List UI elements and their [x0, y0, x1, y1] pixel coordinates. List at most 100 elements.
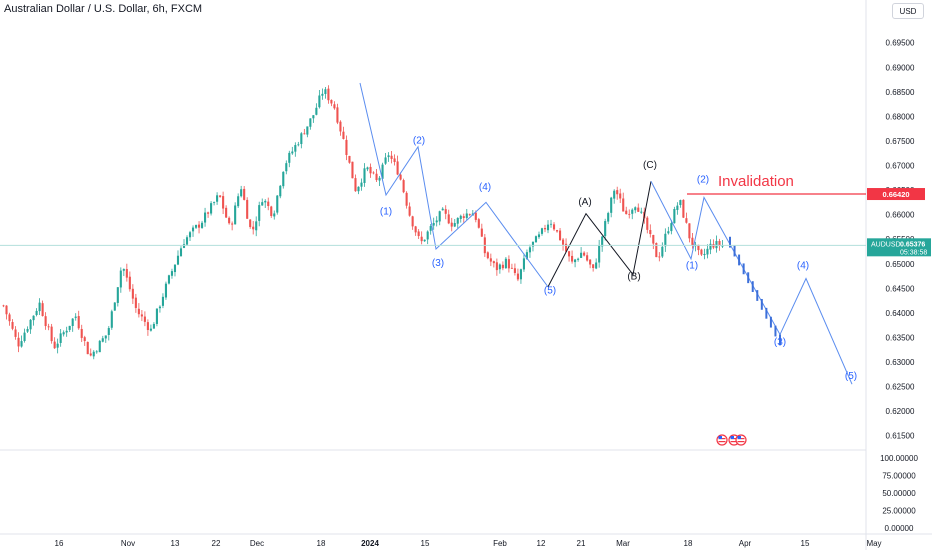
candle-body	[333, 104, 336, 109]
candle-body	[459, 215, 462, 219]
candle-body	[191, 227, 195, 232]
candle-body	[673, 208, 676, 224]
wave-label: (1)	[380, 207, 392, 218]
candle-body	[441, 208, 444, 211]
candle-body	[399, 174, 402, 180]
candle-body	[20, 341, 23, 347]
candle-body	[507, 259, 510, 269]
candle-body	[246, 199, 249, 219]
candle-body	[26, 329, 29, 332]
time-axis[interactable]: 16 Nov 13 22 Dec 18 2024 15 Feb 12 21 Mar 18 Apr 15 May	[55, 539, 882, 548]
candle-body	[504, 258, 507, 269]
candle-body	[258, 205, 261, 221]
candle-body	[176, 255, 180, 265]
price-tick-label: 0.69500	[886, 39, 915, 48]
candle-body	[498, 264, 501, 270]
candle-body	[444, 209, 447, 214]
candle-body	[255, 221, 258, 231]
price-axis[interactable]: 0.69500 0.69000 0.68500 0.68000 0.67500 0.670…	[886, 39, 915, 441]
candle-body	[267, 201, 270, 207]
candle-body	[465, 213, 468, 218]
candle-body	[348, 155, 351, 163]
candle-body	[589, 259, 592, 265]
candle-body	[237, 196, 240, 207]
candle-body	[282, 171, 285, 187]
time-tick-label: Apr	[739, 539, 752, 548]
us-flag-canton	[718, 436, 722, 439]
candle-body	[68, 325, 71, 330]
candle-body	[23, 332, 26, 341]
candle-body	[480, 228, 483, 237]
candle-body	[486, 252, 489, 259]
candle-body	[522, 258, 525, 270]
price-tick-label: 0.67500	[886, 137, 915, 146]
candle-body	[146, 322, 149, 330]
time-tick-label: Nov	[121, 539, 135, 548]
price-tick-label: 0.64500	[886, 284, 915, 293]
candle-body	[53, 341, 56, 349]
indicator-axis[interactable]: 100.00000 75.00000 50.00000 25.00000 0.00000	[880, 454, 918, 533]
candle-body	[682, 199, 685, 218]
time-tick-label: 15	[801, 539, 810, 548]
candle-body	[658, 256, 661, 258]
candle-body	[450, 222, 453, 227]
candle-body	[519, 269, 522, 280]
candle-body	[240, 189, 243, 197]
time-tick-label: 21	[577, 539, 586, 548]
candle-body	[345, 139, 348, 155]
candle-body	[631, 209, 634, 214]
candle-body	[74, 316, 77, 318]
price-tick-label: 0.63000	[886, 358, 915, 367]
candle-body	[462, 216, 465, 219]
candle-body	[565, 243, 568, 252]
time-tick-label: 12	[537, 539, 546, 548]
candle-body	[652, 234, 655, 244]
candle-body	[384, 157, 387, 164]
candle-body	[276, 195, 279, 213]
candle-body	[273, 213, 276, 217]
candle-body	[321, 93, 324, 96]
candle-body	[685, 218, 688, 223]
candle-body	[622, 198, 625, 212]
time-tick-label: May	[866, 539, 881, 548]
candle-body	[170, 271, 174, 276]
currency-button[interactable]: USD	[892, 3, 924, 19]
candle-body	[435, 220, 438, 223]
candle-body	[637, 207, 640, 212]
candle-body	[35, 310, 38, 316]
wave-label: (4)	[479, 182, 491, 193]
candle-body	[294, 145, 297, 152]
last-price-value: 0.65376	[900, 241, 925, 248]
candle-body	[119, 270, 122, 288]
candle-body	[95, 351, 98, 353]
wave-label: (B)	[627, 272, 640, 283]
candle-body	[706, 248, 709, 255]
last-price-tag	[867, 238, 931, 257]
candle-body	[670, 223, 673, 232]
candle-body	[574, 259, 577, 263]
candle-body	[492, 261, 495, 264]
candle-body	[179, 248, 183, 257]
candle-body	[306, 126, 309, 135]
candle-body	[77, 316, 80, 329]
candle-body	[700, 249, 703, 255]
candle-body	[580, 252, 583, 258]
candle-body	[697, 244, 700, 251]
candle-body	[595, 262, 598, 269]
wave-lines-layer	[359, 82, 853, 385]
candle-body	[243, 188, 246, 200]
candle-body	[8, 314, 11, 322]
price-tick-label: 0.66000	[886, 211, 915, 220]
candle-body	[225, 207, 228, 218]
candle-body	[122, 269, 125, 271]
candle-body	[718, 240, 721, 246]
candle-body	[381, 164, 384, 179]
candle-body	[601, 236, 604, 247]
candle-body	[56, 343, 59, 348]
candle-body	[197, 224, 201, 228]
candle-body	[691, 237, 694, 246]
candle-body	[101, 338, 104, 342]
candle-body	[468, 214, 471, 216]
candle-body	[222, 196, 225, 209]
